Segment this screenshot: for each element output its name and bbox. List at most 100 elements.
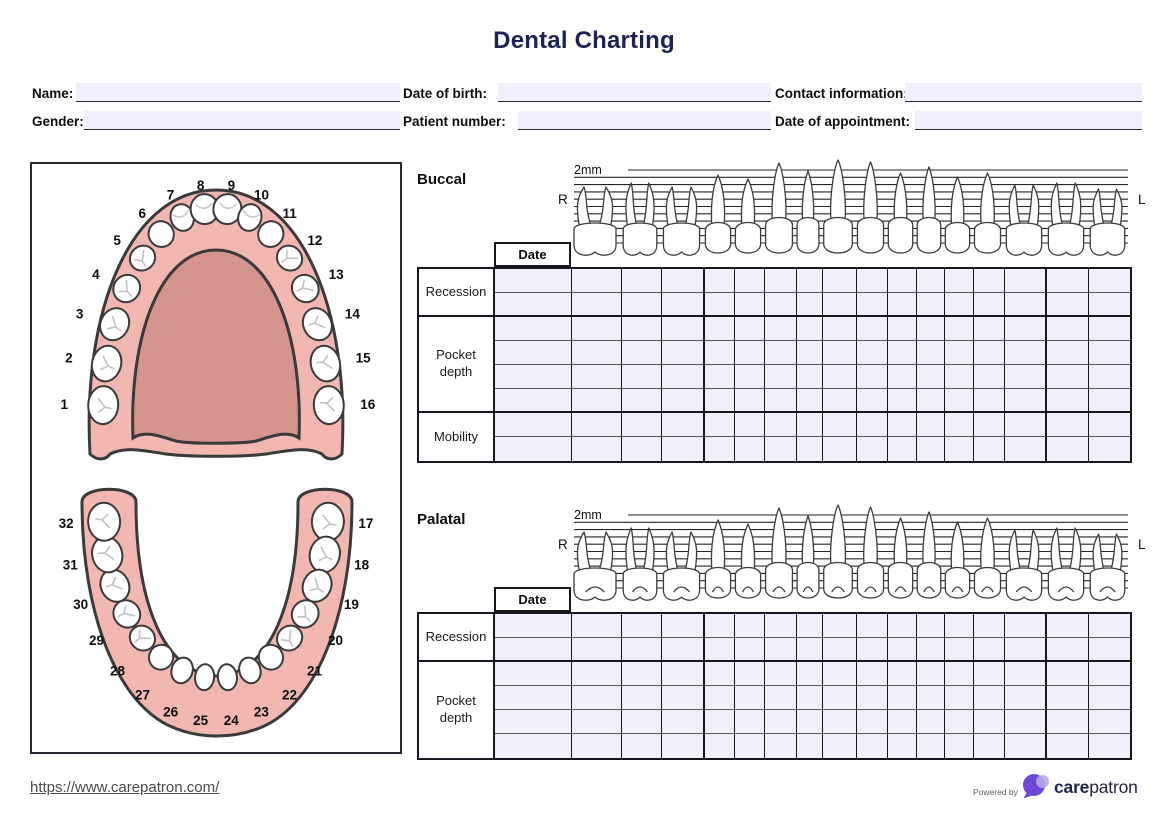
grid-cell[interactable]: [917, 365, 945, 389]
grid-cell[interactable]: [1047, 389, 1089, 413]
grid-cell[interactable]: [823, 293, 857, 317]
grid-cell[interactable]: [917, 389, 945, 413]
grid-cell[interactable]: [823, 710, 857, 734]
grid-cell[interactable]: [945, 317, 974, 341]
grid-cell[interactable]: [1047, 413, 1089, 437]
grid-cell[interactable]: [797, 614, 823, 638]
grid-cell[interactable]: [705, 686, 735, 710]
grid-cell[interactable]: [974, 710, 1005, 734]
grid-cell[interactable]: [495, 614, 572, 638]
grid-cell[interactable]: [857, 365, 888, 389]
contact-information-input[interactable]: [905, 83, 1142, 102]
grid-cell[interactable]: [857, 710, 888, 734]
grid-cell[interactable]: [888, 437, 917, 461]
grid-cell[interactable]: [1047, 293, 1089, 317]
grid-cell[interactable]: [765, 734, 797, 758]
grid-cell[interactable]: [1047, 437, 1089, 461]
grid-cell[interactable]: [765, 365, 797, 389]
grid-cell[interactable]: [622, 317, 662, 341]
grid-cell[interactable]: [1089, 389, 1130, 413]
grid-cell[interactable]: [765, 614, 797, 638]
grid-cell[interactable]: [572, 614, 622, 638]
grid-cell[interactable]: [823, 389, 857, 413]
grid-cell[interactable]: [857, 341, 888, 365]
grid-cell[interactable]: [1047, 710, 1089, 734]
grid-cell[interactable]: [797, 638, 823, 662]
grid-cell[interactable]: [735, 365, 765, 389]
grid-cell[interactable]: [495, 638, 572, 662]
grid-cell[interactable]: [823, 686, 857, 710]
grid-cell[interactable]: [1005, 365, 1047, 389]
grid-cell[interactable]: [823, 614, 857, 638]
grid-cell[interactable]: [945, 293, 974, 317]
grid-cell[interactable]: [1047, 638, 1089, 662]
grid-cell[interactable]: [622, 662, 662, 686]
grid-cell[interactable]: [705, 638, 735, 662]
grid-cell[interactable]: [735, 710, 765, 734]
grid-cell[interactable]: [735, 437, 765, 461]
grid-cell[interactable]: [765, 317, 797, 341]
patient-number-input[interactable]: [518, 111, 771, 130]
grid-cell[interactable]: [662, 365, 705, 389]
grid-cell[interactable]: [572, 710, 622, 734]
grid-cell[interactable]: [974, 686, 1005, 710]
grid-cell[interactable]: [1005, 710, 1047, 734]
grid-cell[interactable]: [974, 341, 1005, 365]
grid-cell[interactable]: [662, 734, 705, 758]
grid-cell[interactable]: [917, 734, 945, 758]
grid-cell[interactable]: [662, 686, 705, 710]
grid-cell[interactable]: [765, 710, 797, 734]
grid-cell[interactable]: [1005, 389, 1047, 413]
grid-cell[interactable]: [705, 614, 735, 638]
grid-cell[interactable]: [857, 413, 888, 437]
grid-cell[interactable]: [622, 638, 662, 662]
grid-cell[interactable]: [917, 710, 945, 734]
grid-cell[interactable]: [917, 638, 945, 662]
grid-cell[interactable]: [705, 710, 735, 734]
grid-cell[interactable]: [735, 269, 765, 293]
grid-cell[interactable]: [735, 341, 765, 365]
date-of-appointment-input[interactable]: [915, 111, 1142, 130]
grid-cell[interactable]: [495, 413, 572, 437]
grid-cell[interactable]: [857, 686, 888, 710]
grid-cell[interactable]: [857, 293, 888, 317]
name-input[interactable]: [76, 83, 400, 102]
grid-cell[interactable]: [974, 293, 1005, 317]
grid-cell[interactable]: [662, 437, 705, 461]
grid-cell[interactable]: [662, 293, 705, 317]
grid-cell[interactable]: [797, 269, 823, 293]
grid-cell[interactable]: [917, 614, 945, 638]
grid-cell[interactable]: [662, 662, 705, 686]
grid-cell[interactable]: [823, 317, 857, 341]
grid-cell[interactable]: [888, 341, 917, 365]
grid-cell[interactable]: [823, 341, 857, 365]
grid-cell[interactable]: [797, 413, 823, 437]
grid-cell[interactable]: [888, 662, 917, 686]
grid-cell[interactable]: [572, 389, 622, 413]
grid-cell[interactable]: [797, 734, 823, 758]
grid-cell[interactable]: [974, 317, 1005, 341]
grid-cell[interactable]: [622, 437, 662, 461]
grid-cell[interactable]: [1005, 341, 1047, 365]
grid-cell[interactable]: [735, 413, 765, 437]
grid-cell[interactable]: [622, 341, 662, 365]
grid-cell[interactable]: [495, 710, 572, 734]
grid-cell[interactable]: [622, 389, 662, 413]
grid-cell[interactable]: [622, 293, 662, 317]
grid-cell[interactable]: [662, 710, 705, 734]
grid-cell[interactable]: [572, 317, 622, 341]
grid-cell[interactable]: [917, 293, 945, 317]
grid-cell[interactable]: [622, 365, 662, 389]
grid-cell[interactable]: [945, 686, 974, 710]
grid-cell[interactable]: [857, 614, 888, 638]
grid-cell[interactable]: [735, 734, 765, 758]
grid-cell[interactable]: [888, 269, 917, 293]
grid-cell[interactable]: [495, 341, 572, 365]
grid-cell[interactable]: [945, 269, 974, 293]
grid-cell[interactable]: [974, 614, 1005, 638]
grid-cell[interactable]: [1089, 413, 1130, 437]
grid-cell[interactable]: [974, 662, 1005, 686]
grid-cell[interactable]: [705, 437, 735, 461]
grid-cell[interactable]: [622, 269, 662, 293]
grid-cell[interactable]: [572, 662, 622, 686]
